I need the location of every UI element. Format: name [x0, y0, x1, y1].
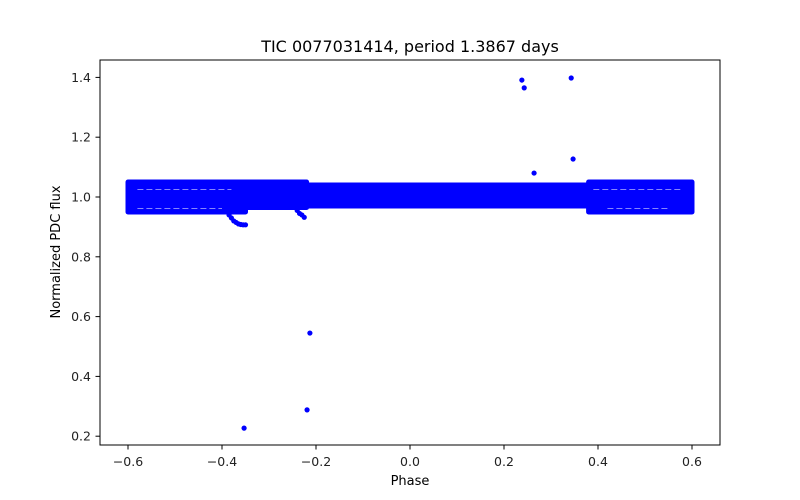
- plot-area: [125, 75, 695, 431]
- y-tick-label: 0.2: [71, 429, 91, 444]
- x-tick-label: 0.6: [682, 454, 702, 469]
- x-axis: −0.6 −0.4 −0.2 0.0 0.2 0.4 0.6: [113, 445, 702, 469]
- data-band: [586, 179, 695, 215]
- data-point: [241, 425, 247, 431]
- data-band: [125, 179, 248, 215]
- data-point: [519, 77, 525, 83]
- data-band: [243, 179, 310, 210]
- x-tick-label: −0.4: [207, 454, 237, 469]
- x-tick-label: 0.4: [588, 454, 608, 469]
- y-tick-label: 1.2: [71, 130, 91, 145]
- data-point: [531, 170, 537, 176]
- data-point: [307, 330, 313, 336]
- x-tick-label: −0.2: [301, 454, 331, 469]
- y-tick-label: 0.6: [71, 309, 91, 324]
- x-tick-label: −0.6: [113, 454, 143, 469]
- x-tick-label: 0.0: [400, 454, 420, 469]
- data-point: [521, 85, 527, 91]
- data-point: [224, 207, 230, 214]
- y-tick-label: 1.4: [71, 70, 91, 85]
- data-point: [568, 75, 574, 81]
- data-band: [304, 182, 592, 209]
- y-tick-label: 0.4: [71, 369, 91, 384]
- axes-frame: [99, 59, 721, 446]
- data-point: [304, 407, 310, 413]
- y-tick-label: 1.0: [71, 190, 91, 205]
- x-axis-label: Phase: [391, 474, 430, 489]
- data-point: [570, 156, 576, 162]
- y-tick-label: 0.8: [71, 249, 91, 264]
- data-point: [242, 222, 249, 228]
- chart-title: TIC 0077031414, period 1.3867 days: [260, 37, 559, 56]
- y-axis: 0.2 0.4 0.6 0.8 1.0 1.2 1.4: [71, 70, 100, 444]
- x-tick-label: 0.2: [494, 454, 514, 469]
- y-axis-label: Normalized PDC flux: [49, 185, 64, 318]
- data-point: [301, 214, 307, 220]
